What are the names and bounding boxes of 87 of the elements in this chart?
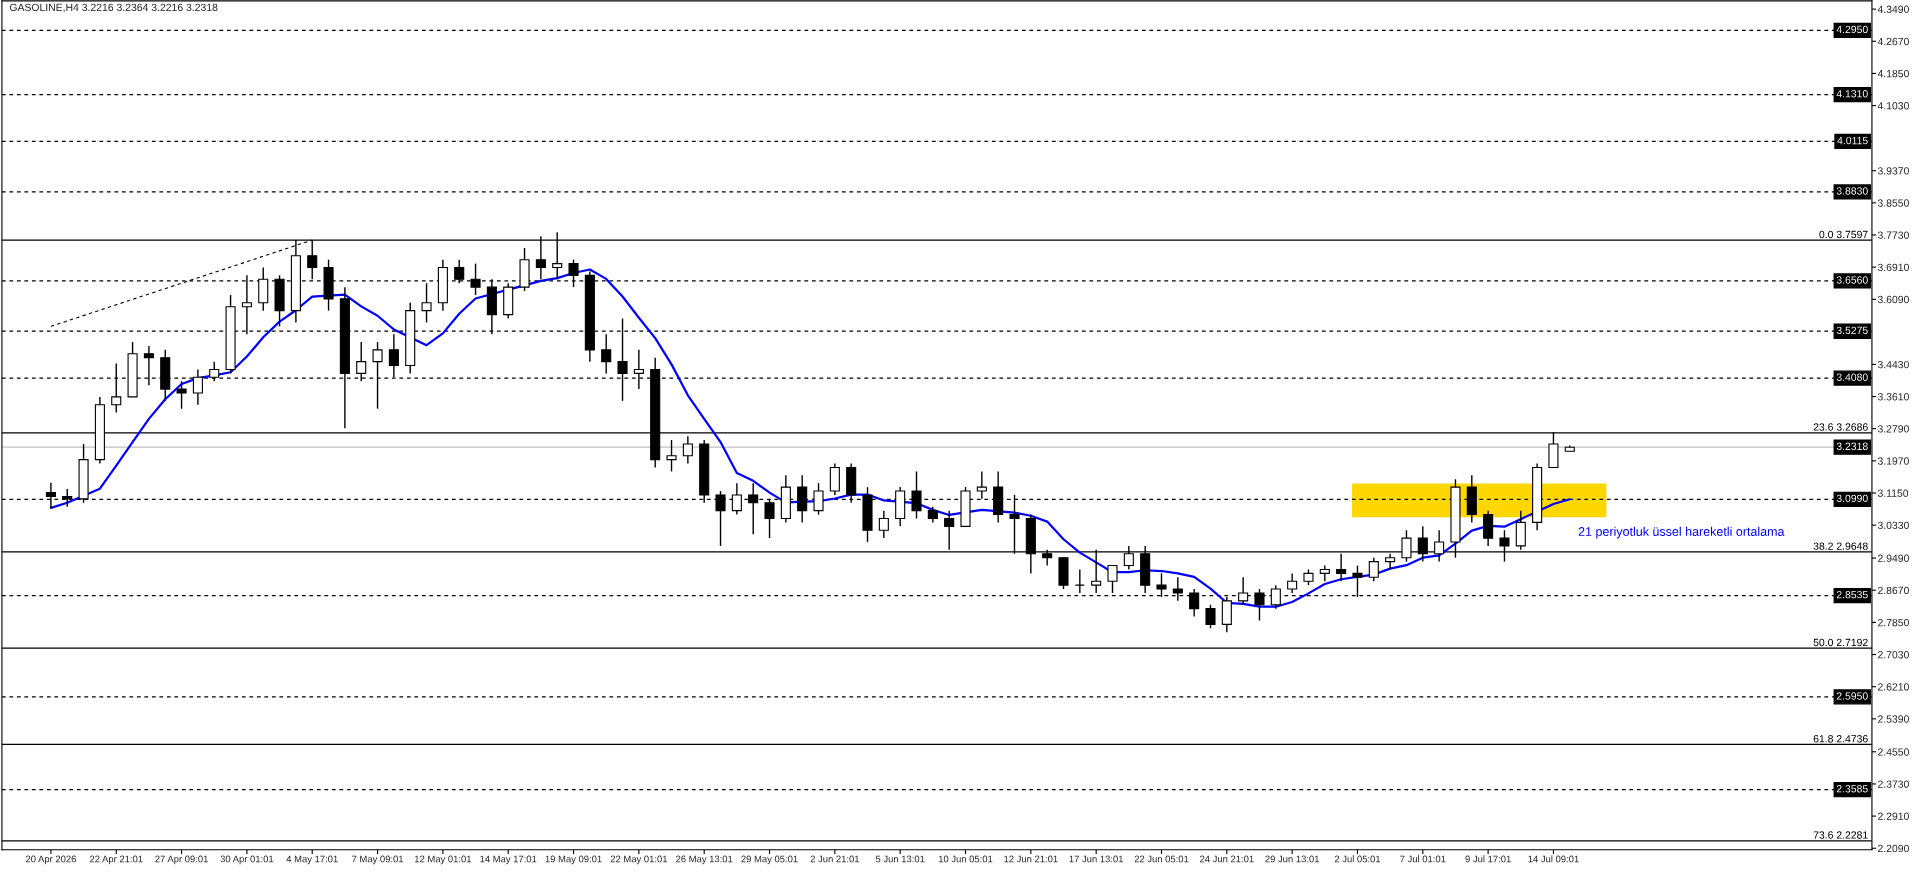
y-tick-label: 2.7030 (1878, 651, 1909, 659)
x-tick-label: 7 Jul 01:01 (1400, 855, 1446, 863)
x-tick-label: 17 Jun 13:01 (1069, 855, 1124, 863)
ref-line-label: 4.0115 (1837, 136, 1868, 145)
x-tick-label: 20 Apr 2026 (25, 855, 76, 865)
candlestick (1319, 564, 1330, 582)
ref-line-label: 3.8830 (1836, 187, 1868, 195)
x-tick-label: 29 Jun 13:01 (1265, 855, 1319, 863)
ref-line-label: 3.4080 (1836, 373, 1868, 381)
candlestick (601, 333, 612, 375)
x-tick-label: 2 Jun 21:01 (810, 855, 860, 863)
y-tick-label: 3.2790 (1877, 425, 1909, 433)
chart-title: GASOLINE,H4 3.2216 3.2364 3.2216 3.2318 (9, 3, 218, 13)
candlestick (176, 380, 187, 410)
x-tick-label: 2 Jul 05:01 (1334, 855, 1381, 863)
candlestick (1107, 564, 1118, 594)
candlestick (1189, 588, 1200, 618)
ref-line-label: 3.5275 (1836, 326, 1868, 335)
ref-line-label: 2.3585 (1836, 785, 1868, 793)
x-tick-label: 19 May 09:01 (545, 855, 602, 865)
x-tick-label: 29 May 05:01 (741, 855, 798, 865)
y-tick-label: 2.2910 (1878, 812, 1909, 820)
candlestick (1483, 509, 1494, 547)
ref-line-label: 0.0 3.7597 (1819, 230, 1868, 239)
y-tick-label: 2.9490 (1878, 554, 1909, 562)
x-tick-label: 22 May 01:01 (610, 855, 668, 865)
y-tick-label: 2.2090 (1878, 844, 1909, 853)
text: 21 periyotluk üssel hareketli ortalama (1578, 526, 1785, 539)
candlestick (829, 462, 840, 496)
y-tick-label: 2.8670 (1878, 586, 1909, 595)
ref-line-label: 23.6 3.2686 (1813, 423, 1868, 431)
x-tick-label: 4 May 17:01 (286, 855, 338, 865)
y-tick-label: 3.7730 (1877, 231, 1909, 239)
x-tick-label: 24 Jun 21:01 (1199, 855, 1254, 863)
ref-line-label: 4.1310 (1836, 90, 1868, 98)
y-tick-label: 4.2670 (1877, 37, 1909, 46)
x-tick-label: 14 May 17:01 (480, 855, 537, 865)
y-tick-label: 3.6910 (1877, 263, 1909, 272)
x-tick-label: 12 May 01:01 (414, 855, 472, 865)
y-tick-label: 4.3490 (1877, 5, 1909, 13)
y-tick-label: 2.6210 (1878, 683, 1909, 691)
x-tick-label: 10 Jun 05:01 (938, 855, 993, 863)
y-tick-label: 3.4430 (1877, 360, 1909, 369)
ref-line-label: 3.0990 (1836, 494, 1868, 503)
x-tick-label: 30 Apr 01:01 (220, 855, 274, 865)
ref-line-label: 73.6 2.2281 (1813, 831, 1868, 839)
candlestick (1287, 572, 1298, 594)
y-tick-label: 2.5390 (1878, 715, 1909, 723)
candlestick (388, 333, 399, 379)
y-tick-label: 3.8550 (1877, 199, 1909, 207)
y-tick-label: 4.1850 (1877, 69, 1909, 78)
candlestick (1368, 556, 1379, 582)
candlestick (878, 509, 889, 539)
x-tick-label: 12 Jun 21:01 (1004, 855, 1058, 863)
candlestick (143, 345, 154, 386)
ref-line-label: 2.5950 (1836, 692, 1868, 700)
ref-line-label: 3.6560 (1836, 276, 1868, 284)
ref-line-label: 3.2318 (1836, 442, 1868, 450)
candlestick (1074, 568, 1085, 594)
candlestick (421, 282, 432, 324)
ref-line-label: 38.2 2.9648 (1813, 542, 1868, 550)
ref-line-label: 61.8 2.4736 (1813, 735, 1868, 743)
x-tick-label: 22 Jun 05:01 (1134, 855, 1189, 863)
candlestick (1221, 596, 1232, 633)
candlestick (1205, 604, 1216, 629)
x-tick-label: 22 Apr 21:01 (89, 855, 143, 865)
ref-line-label: 2.8535 (1836, 590, 1868, 599)
ref-line-label: 50.0 2.7192 (1813, 638, 1868, 647)
y-tick-label: 3.1150 (1877, 489, 1909, 497)
y-tick-label: 3.3610 (1877, 393, 1909, 401)
y-tick-label: 3.1970 (1877, 457, 1909, 465)
y-tick-label: 3.9370 (1877, 167, 1909, 175)
x-tick-label: 27 Apr 09:01 (155, 855, 208, 865)
y-tick-label: 2.4550 (1878, 748, 1909, 756)
candlestick (666, 439, 677, 473)
y-tick-label: 2.7850 (1878, 618, 1909, 627)
ref-line-label: 4.2950 (1836, 25, 1868, 34)
x-tick-label: 5 Jun 13:01 (875, 855, 925, 863)
y-tick-label: 2.3730 (1878, 780, 1909, 788)
x-tick-label: 26 May 13:01 (676, 855, 733, 865)
candlestick (682, 435, 693, 465)
y-tick-label: 3.6090 (1877, 295, 1909, 304)
y-tick-label: 3.0330 (1877, 521, 1909, 530)
x-tick-label: 9 Jul 17:01 (1465, 855, 1511, 863)
x-tick-label: 14 Jul 09:01 (1528, 855, 1579, 863)
x-tick-label: 7 May 09:01 (352, 855, 404, 865)
y-tick-label: 4.1030 (1877, 102, 1909, 110)
